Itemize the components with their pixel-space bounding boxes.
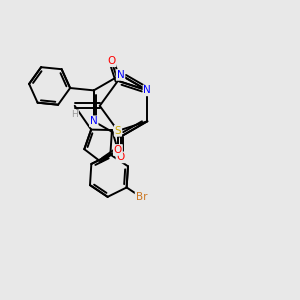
Text: O: O [116,152,125,162]
Text: S: S [115,126,121,136]
Text: O: O [114,145,122,155]
Text: N: N [117,70,124,80]
Text: H: H [71,110,78,119]
Text: Br: Br [136,192,147,202]
Text: N: N [143,85,151,95]
Text: N: N [90,116,98,126]
Text: O: O [107,56,116,66]
